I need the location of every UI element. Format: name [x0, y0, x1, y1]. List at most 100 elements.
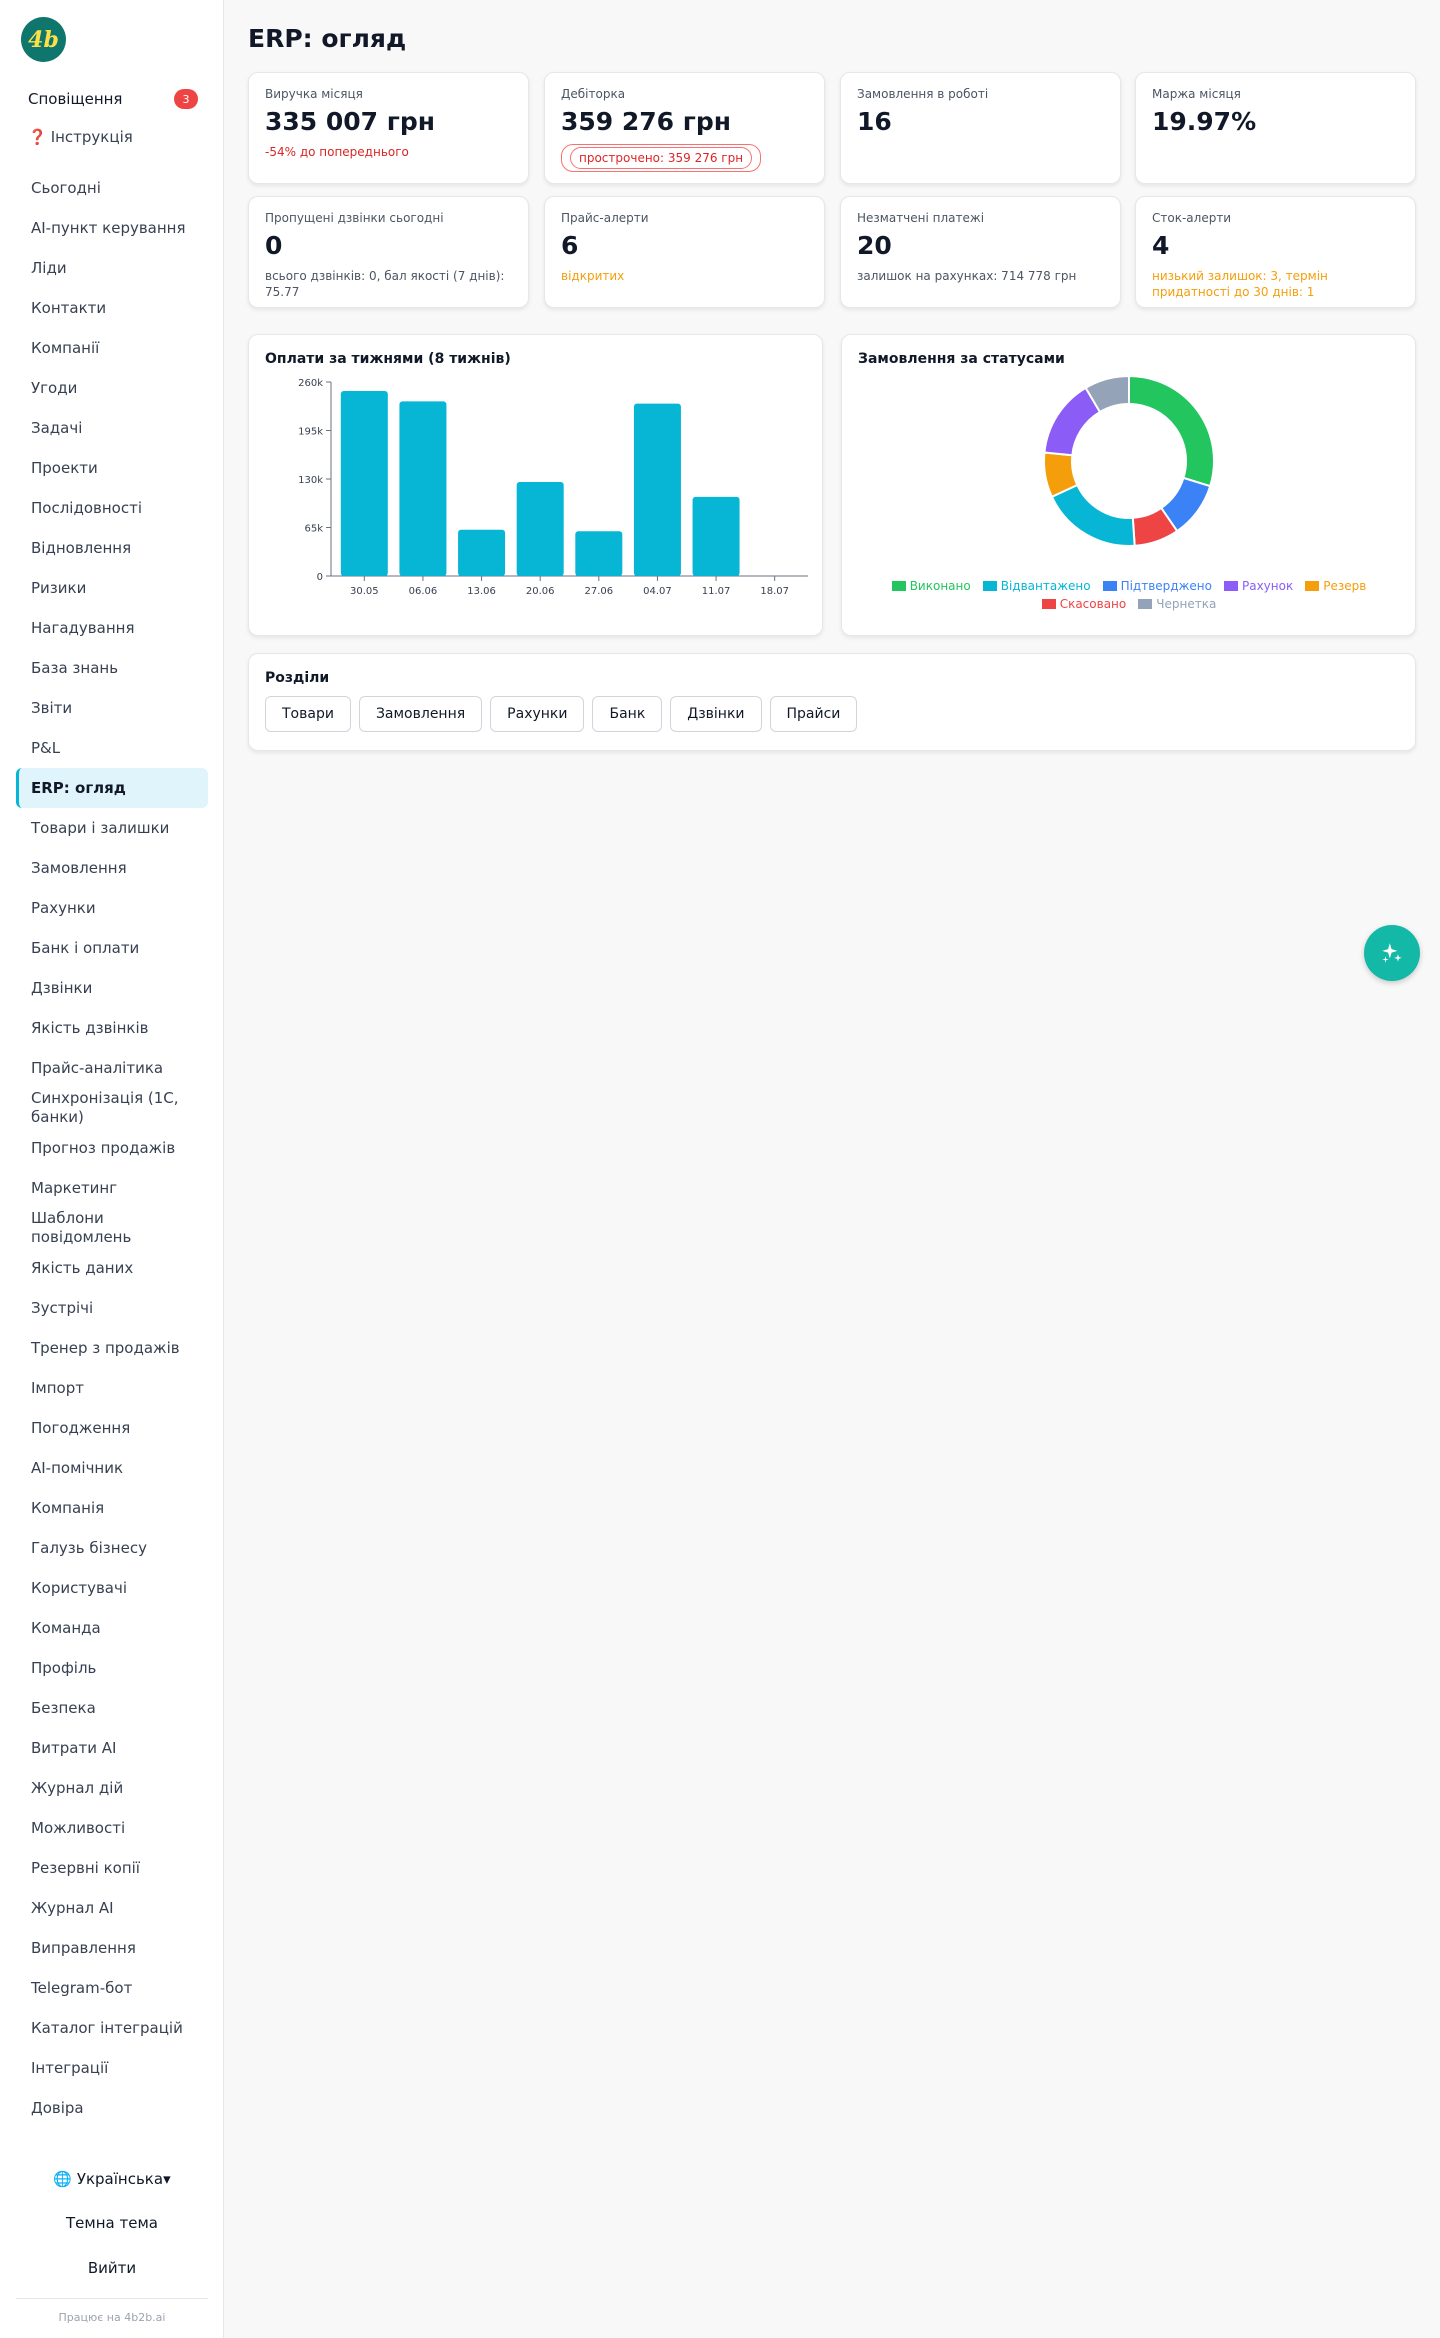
legend-swatch	[1138, 599, 1153, 609]
sidebar-item-28[interactable]: Зустрічі	[31, 1298, 94, 1317]
section-button-3[interactable]: Банк	[592, 696, 663, 732]
kpi-card[interactable]: Незматчені платежі 20 залишок на рахунках:…	[840, 196, 1121, 308]
legend-label: Резерв	[1323, 579, 1367, 593]
sidebar-item-0[interactable]: Сьогодні	[31, 178, 101, 197]
sidebar-item-35[interactable]: Користувачі	[31, 1578, 128, 1597]
sidebar-item-21[interactable]: Якість дзвінків	[31, 1018, 149, 1037]
sidebar-item-3[interactable]: Контакти	[31, 298, 107, 317]
overdue-badge: прострочено: 359 276 грн	[570, 147, 753, 169]
sidebar-item-48[interactable]: Довіра	[31, 2098, 84, 2117]
legend-item[interactable]: Підтверджено	[1102, 579, 1212, 593]
sidebar-item-30[interactable]: Імпорт	[31, 1378, 84, 1397]
sidebar-item-22[interactable]: Прайс-аналітика	[31, 1058, 164, 1077]
section-button-4[interactable]: Дзвінки	[670, 696, 762, 732]
kpi-subtext: -54% до попереднього	[265, 145, 409, 159]
legend-item[interactable]: Виконано	[891, 579, 971, 593]
sidebar-item-38[interactable]: Безпека	[31, 1698, 96, 1717]
sidebar-item-44[interactable]: Виправлення	[31, 1938, 136, 1957]
kpi-subtext: прострочено: 359 276 грн	[561, 144, 762, 172]
kpi-label: Сток-алерти	[1152, 211, 1232, 225]
sidebar-item-17[interactable]: Замовлення	[31, 858, 127, 877]
sidebar-item-11[interactable]: Нагадування	[31, 618, 135, 637]
sidebar-item-4[interactable]: Компанії	[31, 338, 100, 357]
kpi-label: Замовлення в роботі	[857, 87, 989, 101]
sidebar-item-43[interactable]: Журнал AI	[31, 1898, 114, 1917]
bar	[633, 403, 681, 576]
orders-status-legend: Виконано Відвантажено Підтверджено Рахунок Р…	[879, 579, 1379, 611]
legend-item[interactable]: Скасовано	[1041, 597, 1127, 611]
theme-toggle[interactable]: Темна тема	[66, 2214, 158, 2232]
sidebar-item-2[interactable]: Ліди	[31, 258, 67, 277]
kpi-subtext: відкритих	[561, 269, 625, 283]
sidebar-item-20[interactable]: Дзвінки	[31, 978, 93, 997]
app-logo[interactable]: 4b	[21, 17, 66, 62]
sidebar-item-45[interactable]: Telegram-бот	[31, 1978, 133, 1997]
sidebar-item-18[interactable]: Рахунки	[31, 898, 96, 917]
powered-by-footer[interactable]: Працює на 4b2b.ai	[16, 2298, 208, 2324]
legend-item[interactable]: Рахунок	[1223, 579, 1294, 593]
sidebar-item-24[interactable]: Прогноз продажів	[31, 1138, 176, 1157]
notifications-link[interactable]: Сповіщення 3	[28, 88, 198, 110]
legend-item[interactable]: Чернетка	[1138, 597, 1216, 611]
sidebar-item-16[interactable]: Товари і залишки	[31, 818, 170, 837]
legend-label: Рахунок	[1241, 579, 1294, 593]
bar	[399, 401, 447, 576]
section-button-0[interactable]: Товари	[265, 696, 351, 732]
sidebar-item-9[interactable]: Відновлення	[31, 538, 132, 557]
sidebar: 4b Сповіщення 3 ❓ Інструкція Сьогодні AI-…	[0, 0, 224, 2338]
language-selector[interactable]: 🌐 Українська▾	[53, 2170, 171, 2188]
ai-assistant-button[interactable]	[1364, 925, 1420, 981]
sidebar-item-26[interactable]: Шаблони повідомлень	[31, 1209, 132, 1246]
sidebar-item-36[interactable]: Команда	[31, 1618, 101, 1637]
sidebar-item-5[interactable]: Угоди	[31, 378, 78, 397]
orders-status-chart-card: Замовлення за статусами Виконано Відванта…	[841, 334, 1416, 636]
instruction-link[interactable]: ❓ Інструкція	[28, 128, 133, 146]
sidebar-item-31[interactable]: Погодження	[31, 1418, 131, 1437]
sidebar-item-33[interactable]: Компанія	[31, 1498, 105, 1517]
instruction-label: Інструкція	[50, 128, 133, 146]
sidebar-item-6[interactable]: Задачі	[31, 418, 83, 437]
sidebar-item-7[interactable]: Проекти	[31, 458, 98, 477]
sidebar-item-40[interactable]: Журнал дій	[31, 1778, 124, 1797]
sidebar-item-8[interactable]: Послідовності	[31, 498, 142, 517]
section-button-5[interactable]: Прайси	[769, 696, 858, 732]
kpi-card[interactable]: Прайс-алерти 6 відкритих	[544, 196, 825, 308]
legend-item[interactable]: Резерв	[1305, 579, 1366, 593]
sidebar-item-25[interactable]: Маркетинг	[31, 1178, 118, 1197]
sidebar-item-42[interactable]: Резервні копії	[31, 1858, 140, 1877]
kpi-value: 359 276 грн	[561, 107, 732, 136]
sidebar-item-34[interactable]: Галузь бізнесу	[31, 1538, 147, 1557]
sidebar-item-19[interactable]: Банк і оплати	[31, 938, 140, 957]
sidebar-item-12[interactable]: База знань	[31, 658, 119, 677]
sidebar-item-32[interactable]: AI-помічник	[31, 1458, 124, 1477]
sidebar-item-39[interactable]: Витрати AI	[31, 1738, 117, 1757]
bar	[692, 496, 740, 576]
sidebar-item-14[interactable]: P&L	[31, 738, 61, 757]
payments-chart-card: Оплати за тижнями (8 тижнів) 0 65k 130k 195…	[248, 334, 823, 636]
kpi-card[interactable]: Маржа місяця 19.97%	[1135, 72, 1416, 184]
sidebar-item-37[interactable]: Профіль	[31, 1658, 97, 1677]
x-tick-label: 13.06	[467, 586, 496, 597]
kpi-card[interactable]: Пропущені дзвінки сьогодні 0 всього дзвінк…	[248, 196, 529, 308]
kpi-card[interactable]: Сток-алерти 4 низький залишок: 3, термін п…	[1135, 196, 1416, 308]
sidebar-item-10[interactable]: Ризики	[31, 578, 87, 597]
section-button-1[interactable]: Замовлення	[358, 696, 483, 732]
section-button-2[interactable]: Рахунки	[490, 696, 585, 732]
logout-button[interactable]: Вийти	[87, 2259, 137, 2277]
sidebar-item-27[interactable]: Якість даних	[31, 1258, 134, 1277]
sidebar-item-1[interactable]: AI-пункт керування	[31, 218, 186, 237]
sidebar-item-46[interactable]: Каталог інтеграцій	[31, 2018, 183, 2037]
kpi-card[interactable]: Виручка місяця 335 007 грн -54% до поперед…	[248, 72, 529, 184]
x-tick-label: 18.07	[760, 586, 789, 597]
sidebar-item-15[interactable]: ERP: огляд	[16, 768, 208, 808]
legend-item[interactable]: Відвантажено	[982, 579, 1091, 593]
sidebar-item-41[interactable]: Можливості	[31, 1818, 126, 1837]
kpi-card[interactable]: Дебіторка 359 276 грн прострочено: 359 276…	[544, 72, 825, 184]
sidebar-item-47[interactable]: Інтеграції	[31, 2058, 109, 2077]
sidebar-item-13[interactable]: Звіти	[31, 698, 73, 717]
kpi-card[interactable]: Замовлення в роботі 16	[840, 72, 1121, 184]
sidebar-item-23[interactable]: Синхронізація (1С, банки)	[31, 1089, 179, 1126]
sidebar-item-29[interactable]: Тренер з продажів	[31, 1338, 180, 1357]
legend-label: Скасовано	[1059, 597, 1127, 611]
payments-chart-title: Оплати за тижнями (8 тижнів)	[265, 351, 511, 367]
